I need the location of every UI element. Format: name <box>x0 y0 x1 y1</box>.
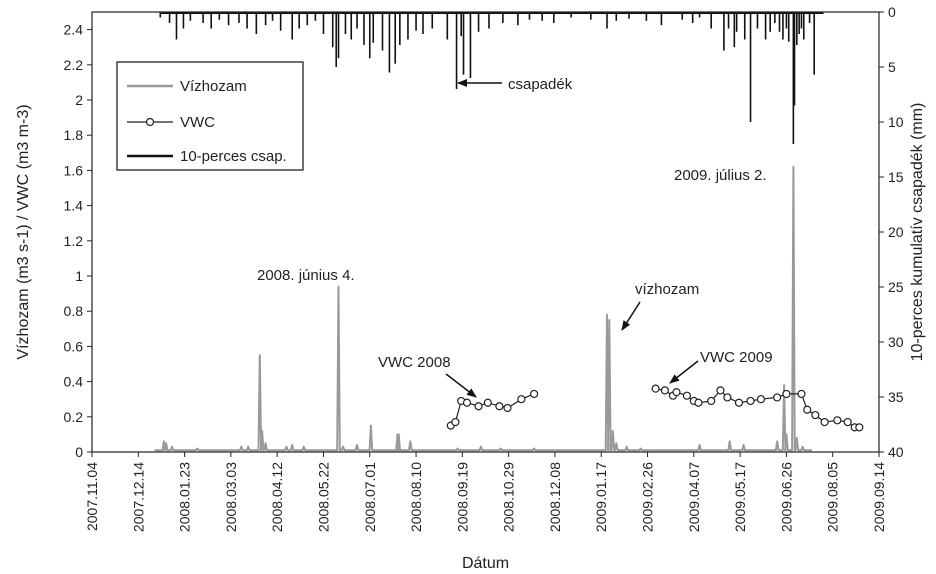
x-tick-label: 2008.05.22 <box>315 462 331 532</box>
annotation-2008-junius-4: 2008. június 4. <box>257 267 355 284</box>
annotation-vwc-2008-arrow <box>445 373 477 398</box>
legend-label-vwc: VWC <box>180 114 215 131</box>
vwc-point <box>474 402 483 411</box>
y-right-tick-label: 40 <box>888 444 904 460</box>
legend-box <box>116 61 304 171</box>
x-tick-label: 2008.08.10 <box>408 462 424 532</box>
y-left-tick-label: 0.6 <box>64 338 84 354</box>
x-tick-label: 2009.01.17 <box>593 462 609 532</box>
x-tick-label: 2009.06.26 <box>778 462 794 532</box>
y-left-tick-label: 2 <box>75 92 83 108</box>
annotation-vizhozam: vízhozam <box>635 281 699 298</box>
precipitation-bars <box>159 12 824 144</box>
x-tick-label: 2008.09.19 <box>454 462 470 532</box>
vwc-point <box>682 391 691 400</box>
x-tick-label: 2009.05.17 <box>732 462 748 532</box>
vwc-point <box>811 410 820 420</box>
legend: Vízhozam VWC 10-perces csap. <box>116 61 304 171</box>
x-tick-label: 2008.07.01 <box>362 462 378 532</box>
y-right-tick-label: 10 <box>888 114 904 130</box>
vwc-point <box>843 417 852 427</box>
vwc-point <box>716 386 725 395</box>
y-right-tick-label: 15 <box>888 169 904 185</box>
legend-label-precip: 10-perces csap. <box>180 148 287 165</box>
y-right-tick-label: 5 <box>888 59 896 75</box>
x-tick-label: 2008.01.23 <box>177 462 193 532</box>
vwc-point <box>746 396 755 406</box>
vwc-point <box>503 403 512 413</box>
x-tick-label: 2008.12.08 <box>547 462 563 532</box>
legend-label-discharge: Vízhozam <box>180 78 247 95</box>
y-left-tick-label: 0.2 <box>64 409 84 425</box>
annotation-vizhozam-arrow <box>621 301 641 331</box>
vwc-point <box>782 389 791 399</box>
x-tick-label: 2009.02.26 <box>640 462 656 532</box>
annotation-vwc-2008: VWC 2008 <box>378 354 451 371</box>
vwc-point <box>756 395 766 404</box>
y-left-axis-title: Vízhozam (m3 s-1) / VWC (m3 m-3) <box>15 104 32 359</box>
y-left-tick-label: 0.8 <box>64 303 84 319</box>
y-right-tick-label: 20 <box>888 224 904 240</box>
vwc-point <box>833 416 842 425</box>
x-tick-label: 2009.09.14 <box>871 462 887 532</box>
vwc-point <box>451 417 460 427</box>
vwc-point <box>660 386 669 395</box>
y-right-tick-label: 25 <box>888 279 904 295</box>
y-left-tick-label: 1.4 <box>64 198 84 214</box>
annotation-vwc-2009: VWC 2009 <box>700 349 773 366</box>
annotation-vwc-2009-arrow <box>669 360 699 384</box>
vwc-series <box>446 384 864 432</box>
x-tick-label: 2008.04.12 <box>269 462 285 532</box>
y-right-tick-label: 35 <box>888 389 904 405</box>
y-left-tick-label: 0 <box>75 444 83 460</box>
x-tick-label: 2009.04.07 <box>686 462 702 532</box>
x-tick-label: 2008.03.03 <box>223 462 239 532</box>
y-left-tick-label: 1.8 <box>64 127 84 143</box>
discharge-line <box>154 165 812 452</box>
x-tick-label: 2007.12.14 <box>130 462 146 532</box>
annotations: csapadék 2008. június 4. VWC 2008 vízhoz… <box>257 76 773 398</box>
x-axis-title: Dátum <box>462 555 509 572</box>
vwc-point <box>707 396 716 406</box>
vwc-point <box>855 423 864 432</box>
vwc-point <box>797 389 806 399</box>
y-left-tick-label: 1.6 <box>64 162 84 178</box>
vwc-point <box>734 398 744 407</box>
vwc-point <box>495 402 504 411</box>
vwc-point <box>723 393 732 402</box>
y-right-tick-label: 0 <box>888 4 896 20</box>
y-left-tick-label: 2.4 <box>64 22 84 38</box>
vwc-point <box>694 398 703 407</box>
discharge-series <box>154 165 812 452</box>
annotation-2009-julius-2: 2009. július 2. <box>674 167 767 184</box>
vwc-point <box>820 417 829 427</box>
vwc-point <box>672 388 681 397</box>
x-tick-label: 2008.10.29 <box>501 462 517 532</box>
y-left-tick-label: 1 <box>75 268 83 284</box>
y-left-tick-label: 1.2 <box>64 233 84 249</box>
vwc-line <box>450 393 535 427</box>
y-right-axis-title: 10-perces kumulatív csapadék (mm) <box>909 103 926 362</box>
vwc-point <box>651 384 660 393</box>
y-left-tick-label: 0.4 <box>64 374 84 390</box>
vwc-point <box>773 393 782 402</box>
x-tick-label: 2009.08.05 <box>825 462 841 532</box>
vwc-point <box>462 398 472 407</box>
vwc-point <box>530 389 539 399</box>
y-right-tick-label: 30 <box>888 334 904 350</box>
vwc-point <box>803 405 812 414</box>
annotation-csapadek: csapadék <box>508 76 573 93</box>
vwc-point <box>517 395 526 404</box>
vwc-point <box>483 398 492 407</box>
axes: 2007.11.04 2007.12.14 2008.01.23 2008.03.03… <box>64 4 904 532</box>
y-left-tick-label: 2.2 <box>64 57 84 73</box>
legend-swatch-vwc-marker <box>145 117 155 127</box>
x-tick-label: 2007.11.04 <box>84 462 100 531</box>
